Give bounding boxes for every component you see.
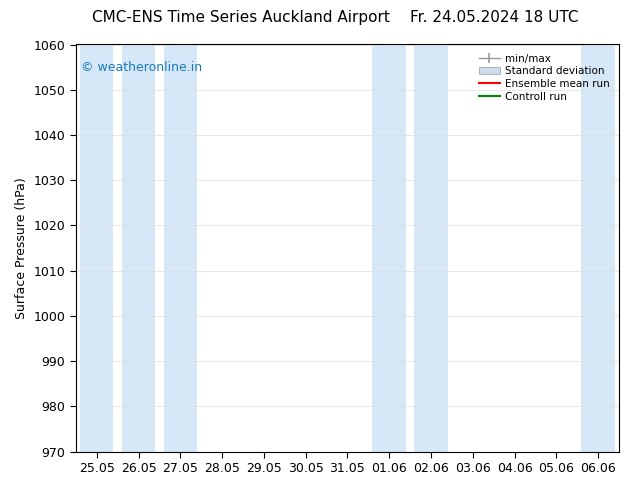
Bar xyxy=(414,45,448,452)
Text: Fr. 24.05.2024 18 UTC: Fr. 24.05.2024 18 UTC xyxy=(410,10,579,25)
Bar xyxy=(164,45,197,452)
Bar xyxy=(581,45,615,452)
Bar xyxy=(80,45,113,452)
Y-axis label: Surface Pressure (hPa): Surface Pressure (hPa) xyxy=(15,177,28,319)
Text: © weatheronline.in: © weatheronline.in xyxy=(81,61,202,74)
Legend: min/max, Standard deviation, Ensemble mean run, Controll run: min/max, Standard deviation, Ensemble me… xyxy=(475,49,614,106)
Text: CMC-ENS Time Series Auckland Airport: CMC-ENS Time Series Auckland Airport xyxy=(92,10,390,25)
Bar xyxy=(373,45,406,452)
Bar xyxy=(122,45,155,452)
